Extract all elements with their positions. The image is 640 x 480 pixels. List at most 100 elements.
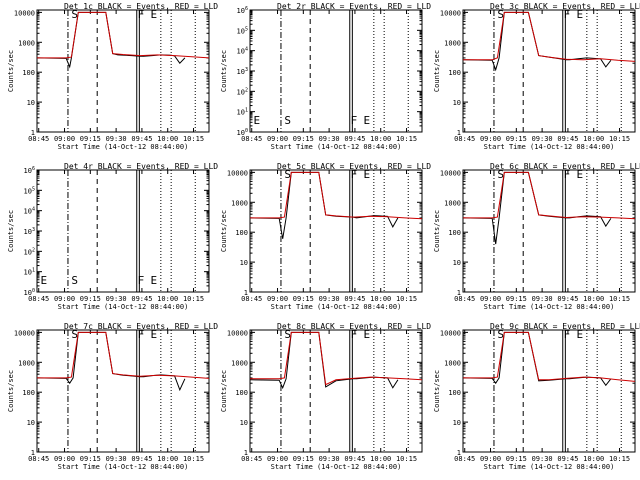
y-tick-label: 100 [235,389,248,397]
y-tick-label: 104 [24,207,35,216]
y-axis-label: Counts/sec [220,50,228,92]
x-tick-label: 09:45 [131,135,152,143]
plot-frame [36,329,210,453]
x-tick-label: 08:45 [28,135,49,143]
chart-panel-3: Det 3c BLACK = Events, RED = LLD 08:45 09:… [433,2,640,151]
flag-label-f: F [138,328,145,341]
panel-title: Det 7c BLACK = Events, RED = LLD [64,322,218,331]
y-tick-label: 100 [22,389,35,397]
panel-title: Det 2r BLACK = Events, RED = LLD [277,2,431,11]
flag-label-s: S [284,328,291,341]
plot-frame [462,9,636,133]
x-tick-label: 09:30 [532,455,553,463]
x-axis-label: Start Time (14-Oct-12 08:44:00) [58,143,189,151]
x-tick-label: 10:00 [157,295,178,303]
flag-label-e: E [577,168,584,181]
y-tick-label: 102 [237,87,248,96]
x-tick-label: 10:00 [583,455,604,463]
x-axis-label: Start Time (14-Oct-12 08:44:00) [271,143,402,151]
series-line-lld [37,11,209,59]
panel-title: Det 8c BLACK = Events, RED = LLD [277,322,431,331]
panel-title: Det 6c BLACK = Events, RED = LLD [490,162,640,171]
chart-panel-2: Det 2r BLACK = Events, RED = LLD 08:45 09:… [220,2,431,151]
flag-label-f: F [138,8,145,21]
x-tick-label: 09:15 [80,455,101,463]
plot-frame [249,9,423,133]
y-tick-label: 10 [453,259,461,267]
x-tick-label: 08:45 [28,455,49,463]
flag-label-e: E [151,274,158,287]
x-tick-label: 09:45 [131,295,152,303]
x-tick-label: 09:00 [54,455,75,463]
series-line-events [37,11,186,69]
x-tick-label: 09:15 [506,295,527,303]
chart-panel-8: Det 8c BLACK = Events, RED = LLD 08:45 09:… [220,322,431,471]
plot-frame [36,169,210,293]
y-tick-label: 103 [24,227,35,236]
series-line-events [250,331,399,390]
flag-label-s: S [71,274,78,287]
series-line-events [463,11,612,72]
x-tick-label: 09:30 [319,295,340,303]
x-tick-label: 08:45 [241,455,262,463]
plot-frame [249,329,423,453]
y-tick-label: 102 [24,247,35,256]
plot-frame [462,169,636,293]
x-axis-label: Start Time (14-Oct-12 08:44:00) [271,463,402,471]
y-tick-label: 1000 [18,39,35,47]
x-tick-label: 10:00 [583,295,604,303]
x-tick-label: 10:00 [370,135,391,143]
flag-label-s: S [71,328,78,341]
x-tick-label: 09:00 [480,135,501,143]
x-tick-label: 09:00 [54,135,75,143]
x-tick-label: 09:00 [54,295,75,303]
x-tick-label: 10:15 [396,135,417,143]
x-tick-label: 10:00 [157,455,178,463]
y-tick-label: 10000 [227,169,248,177]
y-tick-label: 10000 [440,329,461,337]
x-tick-label: 09:15 [80,295,101,303]
flag-label-f: F [351,114,358,127]
x-tick-label: 09:15 [293,295,314,303]
y-tick-label: 10 [453,419,461,427]
x-tick-label: 09:30 [106,295,127,303]
y-tick-label: 100 [235,229,248,237]
x-tick-label: 10:00 [157,135,178,143]
chart-panel-1: Det 1c BLACK = Events, RED = LLD 08:45 09:… [7,2,218,151]
y-tick-label: 100 [448,389,461,397]
x-tick-label: 10:00 [370,295,391,303]
flag-label-f: F [351,328,358,341]
flag-label-f: F [564,8,571,21]
series-line-lld [37,331,209,379]
y-tick-label: 1 [457,129,461,137]
x-tick-label: 08:45 [241,135,262,143]
y-tick-label: 1000 [444,359,461,367]
y-tick-label: 10000 [440,9,461,17]
x-tick-label: 09:45 [557,455,578,463]
chart-panel-9: Det 9c BLACK = Events, RED = LLD 08:45 09:… [433,322,640,471]
flag-label-s: S [497,168,504,181]
x-tick-label: 10:15 [183,455,204,463]
flag-label-f: F [351,168,358,181]
y-tick-label: 101 [24,268,35,277]
y-tick-label: 1000 [444,39,461,47]
x-tick-label: 09:45 [344,135,365,143]
x-tick-label: 10:15 [396,455,417,463]
y-tick-label: 10 [27,419,35,427]
x-tick-label: 09:45 [131,455,152,463]
x-tick-label: 09:30 [319,455,340,463]
y-tick-label: 106 [24,166,35,175]
x-tick-label: 09:45 [344,455,365,463]
flag-label-e: E [364,168,371,181]
y-tick-label: 10 [27,99,35,107]
y-tick-label: 1 [457,289,461,297]
flag-label-e: E [40,274,47,287]
flag-label-e: E [364,328,371,341]
panel-title: Det 3c BLACK = Events, RED = LLD [490,2,640,11]
x-tick-label: 09:00 [480,455,501,463]
x-axis-label: Start Time (14-Oct-12 08:44:00) [484,463,615,471]
x-tick-label: 09:45 [557,135,578,143]
y-tick-label: 10 [240,259,248,267]
y-tick-label: 100 [22,69,35,77]
